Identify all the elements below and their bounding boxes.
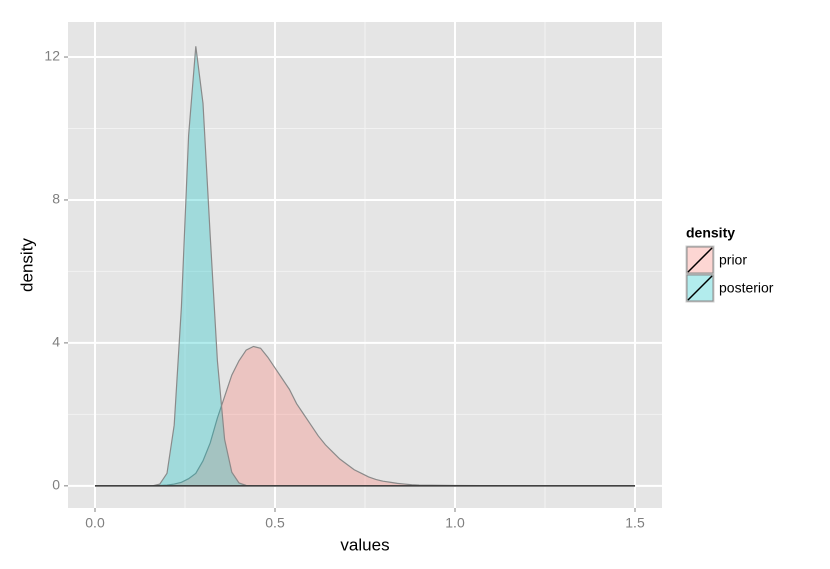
legend: prior posterior [685, 245, 774, 303]
y-axis-title: density [17, 238, 36, 292]
x-axis-title: values [340, 535, 389, 554]
legend-label: prior [719, 252, 747, 268]
legend-label: posterior [719, 280, 774, 296]
density-area [95, 345, 635, 487]
x-tick-label: 0.5 [265, 515, 285, 531]
marks [95, 46, 635, 487]
legend-title: density [686, 225, 735, 241]
x-tick-label: 1.5 [625, 515, 645, 531]
x-tick-label: 0.0 [85, 515, 105, 531]
x-tick-label: 1.0 [445, 515, 465, 531]
y-tick-label: 12 [44, 48, 60, 64]
y-tick-label: 8 [52, 191, 60, 207]
legend-key-line [687, 247, 713, 273]
y-tick-label: 4 [52, 334, 60, 350]
y-tick-label: 0 [52, 477, 60, 493]
legend-key-line [687, 275, 713, 301]
